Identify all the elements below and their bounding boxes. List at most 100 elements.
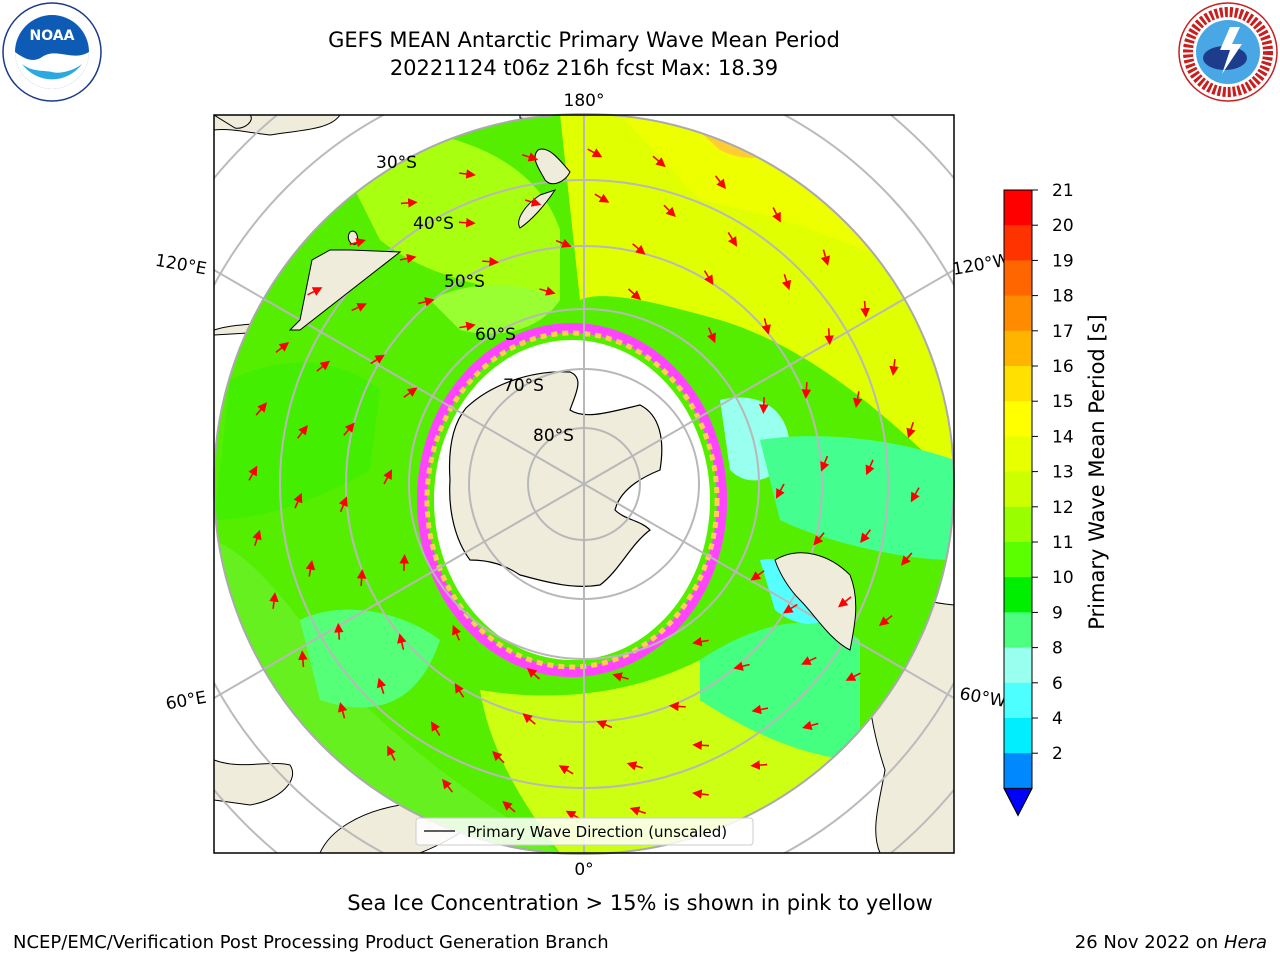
colorbar-segment: [1004, 647, 1032, 684]
wave-arrow: [801, 656, 817, 665]
wave-arrow: [750, 570, 765, 581]
inner-land: [288, 148, 857, 651]
wave-arrow: [399, 553, 409, 571]
colorbar-tick-label: 4: [1052, 709, 1063, 729]
colorbar: 21 20 19 18 17 16 15 14 13 12 11 10 9 8 6 4 2: [1003, 181, 1074, 817]
lon-label-180: 180°: [564, 91, 605, 111]
wave-arrow: [351, 303, 367, 312]
colorbar-segment: [1004, 542, 1032, 578]
wave-arrow: [652, 155, 666, 168]
lat-label-50s: 50°S: [444, 272, 485, 292]
wave-arrow: [802, 720, 819, 731]
wave-arrow: [878, 614, 893, 626]
wave-arrow: [442, 778, 454, 793]
wave-arrow: [356, 569, 367, 586]
wave-arrow: [772, 207, 781, 223]
wave-arrow: [751, 704, 769, 715]
wave-arrow: [275, 342, 290, 354]
wave-arrow: [852, 391, 863, 408]
wave-arrow: [781, 274, 792, 291]
wave-arrow: [349, 237, 366, 248]
wave-arrow: [900, 552, 913, 566]
lat-label-80s: 80°S: [533, 426, 574, 446]
wave-arrow: [845, 672, 861, 681]
wave-arrow: [293, 492, 303, 509]
colorbar-tick-label: 15: [1052, 392, 1074, 412]
wave-arrow: [775, 483, 785, 499]
antarctica-land: [448, 371, 663, 587]
wave-arrow: [783, 603, 798, 614]
wave-arrow: [910, 487, 920, 503]
wave-arrow: [316, 360, 331, 372]
wave-arrow: [370, 354, 385, 365]
wave-arrow: [727, 232, 738, 247]
wave-arrow: [558, 765, 574, 775]
wave-arrow: [692, 789, 709, 799]
wave-arrow: [692, 636, 709, 647]
colorbar-tick-label: 2: [1052, 744, 1063, 764]
wave-arrow: [403, 387, 418, 398]
colorbar-under-triangle: [1003, 787, 1033, 817]
wave-arrow: [612, 672, 629, 682]
wave-arrow: [627, 288, 642, 301]
lon-label-120w: 120°W: [951, 250, 1012, 280]
wave-arrow: [459, 321, 476, 332]
wave-arrow: [452, 624, 461, 641]
chart-subtitle: 20221124 t06z 216h fcst Max: 18.39: [389, 56, 779, 80]
colorbar-tick-label: 8: [1052, 639, 1063, 659]
wave-arrow: [820, 455, 830, 472]
colorbar-tick-label: 16: [1052, 357, 1074, 377]
wave-arrow: [383, 469, 393, 485]
colorbar-segment: [1004, 260, 1032, 297]
noaa-logo: NOAA: [2, 2, 102, 102]
colorbar-tick-label: 21: [1052, 181, 1074, 201]
legend-label: Primary Wave Direction (unscaled): [467, 823, 727, 841]
wave-arrow: [629, 806, 647, 816]
wave-arrow: [418, 297, 435, 307]
lat-label-30s: 30°S: [376, 153, 417, 173]
colorbar-segment: [1004, 718, 1032, 754]
wave-arrow: [248, 465, 258, 481]
wave-arrow: [596, 720, 613, 730]
wave-arrow: [343, 422, 355, 436]
wave-arrow: [269, 592, 279, 609]
map-legend: Primary Wave Direction (unscaled): [415, 817, 754, 846]
wave-arrow: [397, 633, 407, 650]
noaa-logo-text: NOAA: [30, 28, 75, 44]
wave-arrow: [334, 622, 344, 640]
colorbar-tick-label: 10: [1052, 568, 1074, 588]
wave-arrow: [400, 198, 418, 208]
wave-arrow: [860, 300, 870, 318]
lat-label-40s: 40°S: [413, 214, 454, 234]
colorbar-segment: [1004, 682, 1032, 719]
wave-arrow: [663, 204, 676, 218]
footer-branch: NCEP/EMC/Verification Post Processing Pr…: [13, 932, 609, 953]
colorbar-segment: [1004, 225, 1032, 261]
wave-arrow: [522, 713, 536, 725]
footer-date: 26 Nov 2022 on Hera: [1075, 932, 1267, 953]
wave-arrow: [761, 318, 771, 335]
lon-label-60e: 60°E: [164, 688, 208, 715]
colorbar-tick-label: 14: [1052, 427, 1074, 447]
lat-label-70s: 70°S: [503, 376, 544, 396]
lon-label-120e: 120°E: [154, 251, 208, 280]
wave-arrow: [502, 800, 516, 813]
colorbar-tick-label: 20: [1052, 216, 1074, 236]
nws-logo: [1178, 2, 1278, 102]
colorbar-segment: [1004, 295, 1032, 332]
colorbar-tick-label: 9: [1052, 603, 1063, 623]
wave-arrow: [703, 270, 714, 285]
wave-arrow: [555, 238, 572, 248]
colorbar-segment: [1004, 401, 1032, 437]
wave-arrow: [801, 382, 812, 399]
wave-arrow: [750, 760, 768, 770]
wave-arrow: [759, 397, 769, 415]
latitude-labels: 30°S 40°S 50°S 60°S 70°S 80°S: [376, 153, 574, 446]
colorbar-tick-label: 19: [1052, 251, 1074, 271]
wave-arrow: [587, 148, 603, 158]
wave-arrow: [298, 650, 308, 668]
wave-arrow: [338, 496, 348, 513]
wave-arrow: [430, 721, 441, 736]
wave-arrow: [714, 175, 726, 190]
wave-arrow: [837, 596, 852, 608]
